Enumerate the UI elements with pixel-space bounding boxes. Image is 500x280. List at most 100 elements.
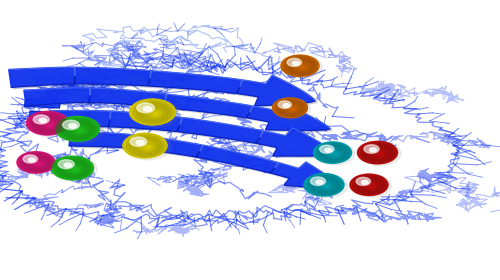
Circle shape bbox=[38, 118, 60, 130]
Circle shape bbox=[352, 176, 386, 194]
Circle shape bbox=[150, 110, 161, 117]
Circle shape bbox=[318, 182, 334, 190]
Polygon shape bbox=[8, 67, 315, 106]
Circle shape bbox=[364, 145, 379, 153]
Polygon shape bbox=[10, 69, 317, 107]
Circle shape bbox=[285, 105, 298, 112]
Circle shape bbox=[20, 153, 53, 172]
Circle shape bbox=[359, 142, 401, 165]
Circle shape bbox=[142, 144, 153, 150]
Circle shape bbox=[358, 141, 398, 164]
Circle shape bbox=[378, 153, 382, 155]
Circle shape bbox=[350, 174, 388, 195]
Circle shape bbox=[136, 141, 144, 145]
Circle shape bbox=[130, 99, 176, 125]
Circle shape bbox=[52, 156, 94, 180]
Circle shape bbox=[146, 108, 164, 118]
Circle shape bbox=[26, 111, 68, 135]
Circle shape bbox=[356, 177, 370, 185]
Circle shape bbox=[28, 158, 35, 162]
Circle shape bbox=[304, 174, 344, 196]
Circle shape bbox=[33, 115, 49, 124]
Polygon shape bbox=[52, 112, 337, 157]
Circle shape bbox=[62, 120, 95, 139]
Circle shape bbox=[292, 61, 311, 72]
Polygon shape bbox=[69, 131, 340, 188]
Circle shape bbox=[28, 158, 47, 169]
Circle shape bbox=[58, 160, 89, 177]
Circle shape bbox=[288, 106, 296, 111]
Circle shape bbox=[358, 179, 382, 192]
Circle shape bbox=[22, 155, 51, 171]
Circle shape bbox=[18, 152, 58, 175]
Circle shape bbox=[366, 146, 391, 160]
Circle shape bbox=[306, 174, 348, 198]
Circle shape bbox=[25, 156, 49, 170]
Circle shape bbox=[32, 115, 64, 132]
Circle shape bbox=[282, 56, 322, 78]
Circle shape bbox=[319, 145, 348, 161]
Circle shape bbox=[152, 112, 158, 115]
Circle shape bbox=[26, 111, 68, 135]
Circle shape bbox=[304, 174, 344, 196]
Circle shape bbox=[30, 113, 66, 134]
Circle shape bbox=[320, 145, 334, 153]
Circle shape bbox=[57, 117, 103, 143]
Circle shape bbox=[130, 137, 147, 146]
Circle shape bbox=[272, 98, 308, 118]
Circle shape bbox=[286, 58, 315, 74]
Circle shape bbox=[17, 152, 55, 173]
Circle shape bbox=[68, 123, 90, 136]
Polygon shape bbox=[30, 111, 62, 118]
Circle shape bbox=[330, 151, 340, 157]
Circle shape bbox=[132, 139, 160, 154]
Circle shape bbox=[363, 145, 393, 161]
Circle shape bbox=[298, 64, 307, 70]
Circle shape bbox=[64, 163, 84, 175]
Circle shape bbox=[68, 124, 76, 128]
Circle shape bbox=[65, 122, 92, 137]
Polygon shape bbox=[26, 89, 332, 132]
Circle shape bbox=[316, 180, 323, 184]
Circle shape bbox=[315, 143, 354, 165]
Circle shape bbox=[281, 55, 319, 76]
Polygon shape bbox=[24, 88, 330, 130]
Circle shape bbox=[144, 107, 152, 111]
Circle shape bbox=[310, 177, 326, 185]
Polygon shape bbox=[24, 99, 60, 108]
Circle shape bbox=[283, 104, 290, 107]
Circle shape bbox=[62, 120, 80, 130]
Circle shape bbox=[281, 55, 319, 76]
Circle shape bbox=[58, 160, 74, 169]
Circle shape bbox=[324, 148, 344, 159]
Circle shape bbox=[78, 129, 83, 132]
Circle shape bbox=[130, 99, 176, 125]
Circle shape bbox=[370, 148, 376, 152]
Circle shape bbox=[282, 104, 300, 113]
Circle shape bbox=[137, 103, 154, 113]
Circle shape bbox=[58, 118, 97, 140]
Circle shape bbox=[123, 133, 167, 158]
Circle shape bbox=[126, 135, 164, 157]
Circle shape bbox=[360, 143, 396, 163]
Circle shape bbox=[30, 159, 45, 167]
Circle shape bbox=[28, 112, 72, 137]
Circle shape bbox=[362, 180, 368, 184]
Circle shape bbox=[274, 99, 310, 119]
Circle shape bbox=[332, 153, 338, 155]
Circle shape bbox=[44, 122, 55, 127]
Circle shape bbox=[322, 146, 345, 160]
Circle shape bbox=[278, 101, 304, 116]
Circle shape bbox=[356, 177, 384, 193]
Circle shape bbox=[136, 140, 158, 153]
Circle shape bbox=[316, 143, 350, 162]
Circle shape bbox=[52, 156, 94, 180]
Circle shape bbox=[54, 158, 92, 179]
Circle shape bbox=[364, 182, 378, 190]
Circle shape bbox=[66, 165, 82, 174]
Circle shape bbox=[124, 134, 170, 160]
Circle shape bbox=[275, 99, 306, 116]
Circle shape bbox=[321, 183, 331, 189]
Polygon shape bbox=[71, 133, 342, 190]
Circle shape bbox=[140, 105, 168, 121]
